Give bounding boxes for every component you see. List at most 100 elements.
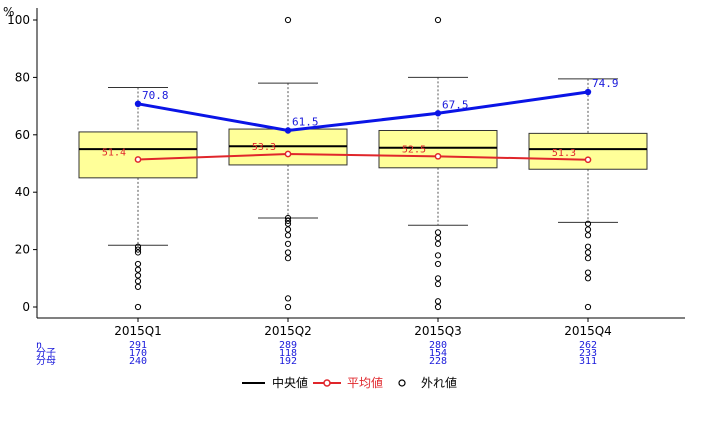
mean-series-point xyxy=(284,150,292,158)
mean-data-label: 51.4 xyxy=(102,147,126,158)
outlier-point xyxy=(134,266,142,273)
outlier-point xyxy=(134,249,142,256)
series-layer: 70.8 61.5 67.5 74.9 51.4 53.3 52.5 51.3 xyxy=(102,77,619,164)
mean-series-point xyxy=(434,152,442,160)
axes: 0 20 40 60 80 100% 2015Q1 2015Q2 2015Q3 2015Q4 xyxy=(3,5,685,338)
box-2015Q1 xyxy=(78,86,198,311)
outlier-point xyxy=(134,272,142,279)
blue-series-point xyxy=(284,127,292,134)
mean-data-label: 52.5 xyxy=(402,144,426,155)
outlier-point xyxy=(284,240,292,247)
y-tick-label: 80 xyxy=(15,70,30,84)
stat-cell: 118 xyxy=(279,348,297,359)
stat-cell: 311 xyxy=(579,356,597,367)
outlier-point xyxy=(284,249,292,256)
outlier-point xyxy=(134,303,142,311)
outlier-point xyxy=(284,303,292,311)
outlier-point xyxy=(134,278,142,285)
outlier-point xyxy=(284,255,292,262)
blue-data-label: 61.5 xyxy=(292,115,319,128)
outlier-point xyxy=(584,255,592,262)
outlier-point xyxy=(584,226,592,233)
box-2015Q2 xyxy=(228,16,348,311)
outlier-point xyxy=(584,220,592,227)
stat-cell: 192 xyxy=(279,356,297,367)
outlier-point xyxy=(584,249,592,256)
blue-data-label: 74.9 xyxy=(592,77,619,90)
outlier-point xyxy=(434,16,442,24)
outlier-point xyxy=(284,226,292,233)
y-tick-label: 20 xyxy=(15,243,30,257)
stat-cell: 170 xyxy=(129,348,147,359)
stat-row-label: 分母 xyxy=(36,355,56,367)
blue-series-line xyxy=(137,90,589,133)
y-tick-label: 0 xyxy=(22,300,30,314)
stat-cell: 262 xyxy=(579,340,597,351)
outlier-point xyxy=(584,232,592,239)
blue-series-point xyxy=(584,88,592,96)
legend-label-mean: 平均値 xyxy=(347,375,383,390)
outlier-point xyxy=(284,214,292,222)
outlier-point xyxy=(434,280,442,288)
stat-cell: 228 xyxy=(429,356,447,367)
x-tick-label: 2015Q3 xyxy=(414,324,462,338)
x-tick-label: 2015Q1 xyxy=(114,324,162,338)
outlier-point xyxy=(134,243,142,250)
box-iqr xyxy=(78,131,198,179)
outlier-point xyxy=(434,298,442,305)
box-2015Q3 xyxy=(378,16,498,311)
mean-data-label: 51.3 xyxy=(552,148,576,159)
legend-swatch-outlier xyxy=(398,379,406,387)
x-tick-label: 2015Q4 xyxy=(564,324,612,338)
stat-cell: 291 xyxy=(129,340,147,351)
y-tick-label: 60 xyxy=(15,128,30,142)
outlier-point xyxy=(284,16,292,24)
outlier-point xyxy=(134,283,142,291)
x-tick-label: 2015Q2 xyxy=(264,324,312,338)
mean-series-point xyxy=(134,156,142,163)
outlier-point xyxy=(134,246,142,253)
y-tick-label: 40 xyxy=(15,185,30,199)
outlier-point xyxy=(284,295,292,302)
outlier-point xyxy=(434,252,442,259)
stat-cell: 280 xyxy=(429,340,447,351)
outlier-point xyxy=(284,220,292,227)
blue-data-label: 70.8 xyxy=(142,89,169,102)
outlier-point xyxy=(284,232,292,239)
stat-row-label: 分子 xyxy=(36,347,56,359)
outlier-point xyxy=(434,275,442,282)
stat-cell: 233 xyxy=(579,348,597,359)
outlier-point xyxy=(584,303,592,311)
blue-series-point xyxy=(134,100,142,108)
legend-swatch-mean-point xyxy=(323,379,331,387)
outlier-point xyxy=(434,229,442,236)
legend: 中央値 平均値 外れ値 xyxy=(242,375,457,390)
box-iqr xyxy=(528,132,648,170)
mean-series-point xyxy=(584,156,592,164)
outlier-point xyxy=(434,235,442,242)
box-iqr xyxy=(378,129,498,169)
outlier-point xyxy=(134,260,142,268)
legend-label-median: 中央値 xyxy=(272,375,308,390)
y-tick-label: 100 xyxy=(7,13,30,27)
outlier-point xyxy=(584,243,592,250)
y-axis-label: % xyxy=(3,5,14,19)
blue-data-label: 67.5 xyxy=(442,98,469,111)
mean-data-label: 53.3 xyxy=(252,142,276,153)
stat-cell: 154 xyxy=(429,348,447,359)
boxes xyxy=(78,16,648,311)
mean-series-line xyxy=(137,153,589,161)
blue-series-point xyxy=(434,110,442,117)
outlier-point xyxy=(584,275,592,282)
outlier-point xyxy=(434,260,442,268)
stat-row-label: n xyxy=(36,340,42,351)
stat-cell: 289 xyxy=(279,340,297,351)
stat-cell: 240 xyxy=(129,356,147,367)
outlier-point xyxy=(434,303,442,311)
outlier-point xyxy=(434,240,442,247)
legend-label-outlier: 外れ値 xyxy=(421,375,457,390)
outlier-point xyxy=(284,217,292,224)
box-2015Q4 xyxy=(528,78,648,311)
